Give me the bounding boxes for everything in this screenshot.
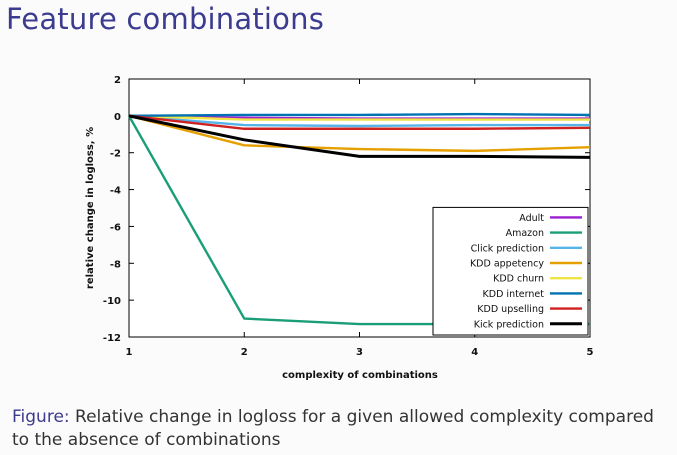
legend-label-click-prediction: Click prediction bbox=[471, 243, 544, 254]
legend-label-kdd-appetency: KDD appetency bbox=[470, 259, 544, 270]
x-axis-label: complexity of combinations bbox=[282, 370, 438, 381]
y-tick-label: 0 bbox=[114, 112, 121, 123]
tick-labels: 2 0 -2 -4 -6 -8 -10 -12 1 2 3 4 5 bbox=[103, 75, 594, 358]
line-chart: 2 0 -2 -4 -6 -8 -10 -12 1 2 3 4 5 complexity of comb… bbox=[85, 75, 594, 381]
series-line-kick-prediction bbox=[128, 114, 591, 159]
series-line-kdd-upselling bbox=[128, 114, 591, 130]
y-tick-label: 2 bbox=[114, 75, 121, 86]
y-tick-label: -10 bbox=[103, 296, 121, 307]
series-line-kdd-appetency bbox=[128, 114, 591, 153]
caption-text: Relative change in logloss for a given a… bbox=[12, 407, 654, 450]
legend-label-adult: Adult bbox=[519, 213, 544, 224]
y-tick-label: -8 bbox=[110, 259, 121, 270]
x-tick-label: 5 bbox=[587, 347, 594, 358]
x-tick-label: 2 bbox=[241, 347, 248, 358]
x-tick-label: 4 bbox=[471, 347, 478, 358]
legend-label-amazon: Amazon bbox=[506, 228, 544, 239]
x-tick-label: 1 bbox=[126, 347, 133, 358]
legend-label-kick-prediction: Kick prediction bbox=[474, 319, 544, 330]
slide-title: Feature combinations bbox=[6, 2, 325, 36]
legend-box bbox=[432, 206, 589, 336]
legend-label-kdd-upselling: KDD upselling bbox=[477, 304, 544, 315]
y-tick-label: -6 bbox=[110, 222, 121, 233]
x-tick-label: 3 bbox=[356, 347, 363, 358]
legend-label-kdd-internet: KDD internet bbox=[483, 289, 545, 300]
series-line-kdd-internet bbox=[128, 112, 591, 118]
chart: 2 0 -2 -4 -6 -8 -10 -12 1 2 3 4 5 complexity of comb… bbox=[85, 75, 594, 381]
y-tick-label: -12 bbox=[103, 333, 121, 344]
y-axis-label: relative change in logloss, % bbox=[85, 127, 96, 289]
y-tick-label: -4 bbox=[110, 186, 121, 197]
legend-label-kdd-churn: KDD churn bbox=[493, 274, 544, 285]
legend: Adult Amazon Click prediction KDD appetency… bbox=[432, 206, 589, 336]
series-line-click-prediction bbox=[128, 114, 590, 128]
figure-caption: Figure: Relative change in logloss for a… bbox=[12, 406, 672, 452]
caption-label: Figure: bbox=[12, 407, 70, 427]
series-line-kdd-churn bbox=[128, 114, 590, 121]
y-tick-label: -2 bbox=[110, 149, 121, 160]
